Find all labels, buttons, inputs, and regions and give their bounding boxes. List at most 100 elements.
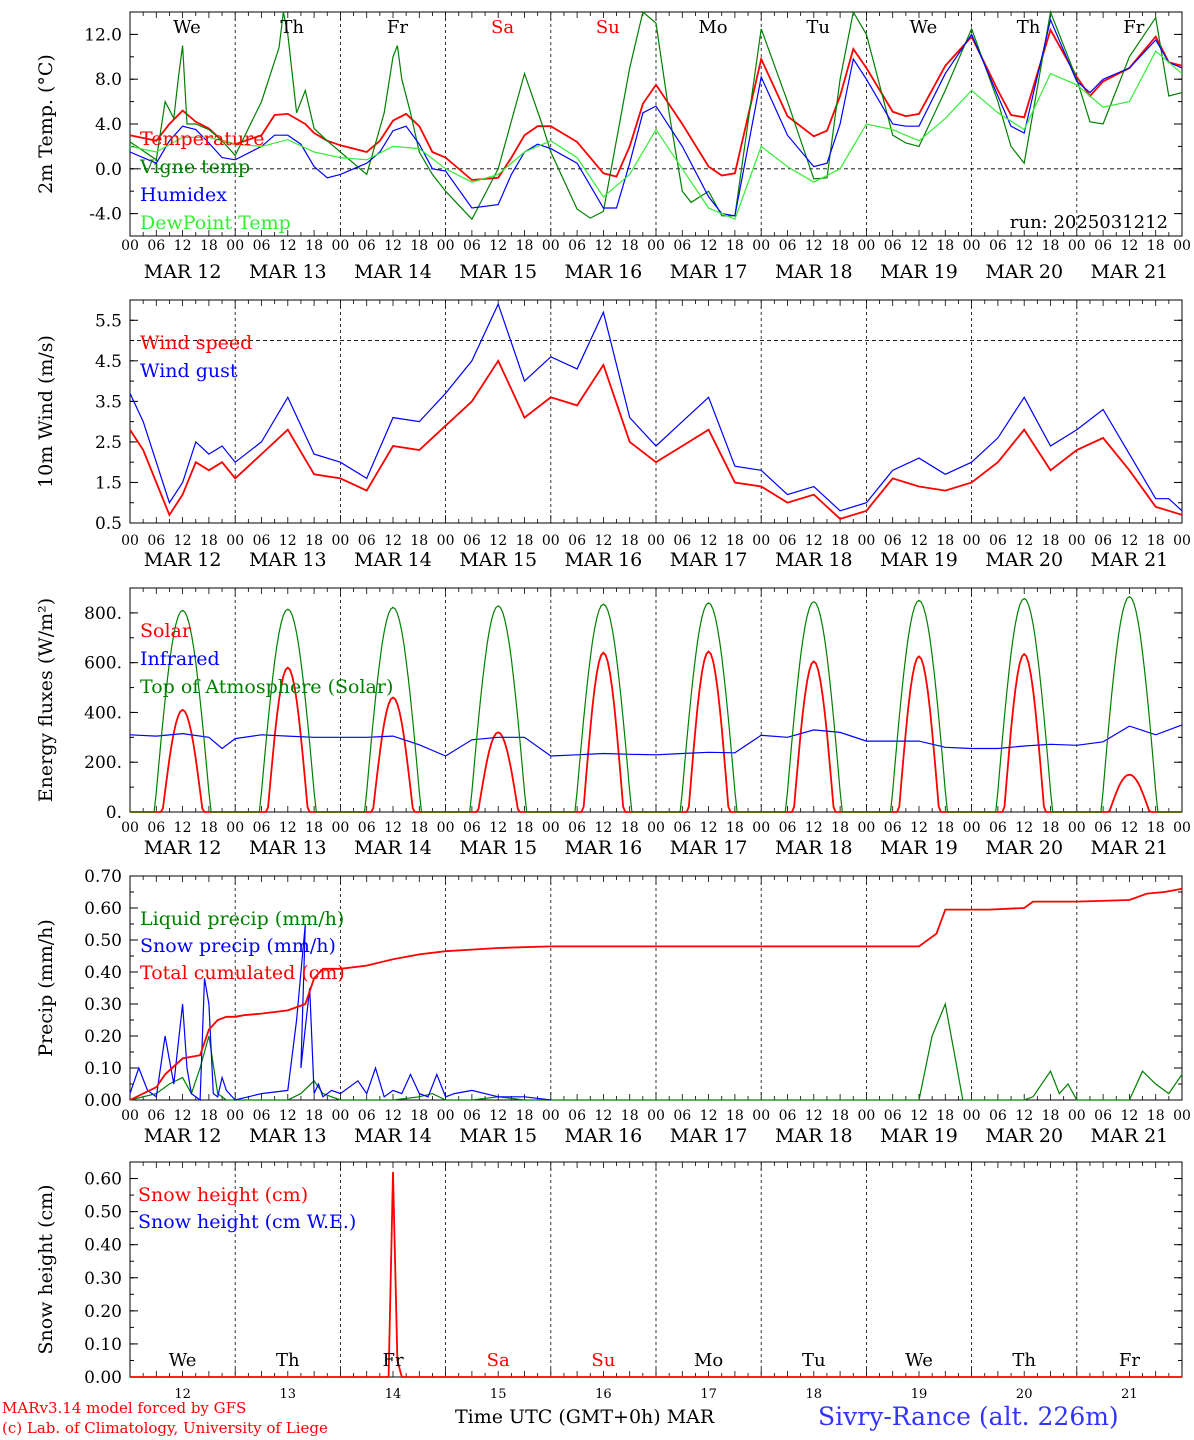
hour-tick-label: 06 (989, 238, 1007, 254)
hour-tick-label: 12 (805, 533, 823, 549)
hour-tick-label: 00 (542, 238, 560, 254)
hour-tick-label: 12 (594, 533, 612, 549)
hour-tick-label: 12 (1120, 1108, 1138, 1124)
hour-tick-label: 00 (542, 1108, 560, 1124)
weekday-label: Th (1017, 17, 1041, 38)
hour-tick-label: 12 (279, 820, 297, 836)
panel-4: 0.00 0.10 0.20 0.30 0.40 0.50 0.60 0.70 Precip (… (35, 867, 1191, 1147)
hour-tick-label: 12 (1120, 820, 1138, 836)
y-tick-label: 12.0 (84, 25, 122, 45)
hour-tick-label: 12 (594, 1108, 612, 1124)
hour-tick-label: 06 (568, 533, 586, 549)
weekday-label: We (905, 1350, 933, 1371)
hour-tick-label: 00 (121, 238, 139, 254)
date-label: MAR 21 (1091, 837, 1169, 859)
hour-tick-label: 18 (831, 533, 849, 549)
hour-tick-label: 00 (857, 533, 875, 549)
hour-tick-label: 00 (857, 1108, 875, 1124)
hour-tick-label: 00 (752, 533, 770, 549)
weekday-label: Fr (1123, 17, 1144, 38)
hour-tick-label: 00 (226, 533, 244, 549)
hour-tick-label: 12 (174, 533, 192, 549)
hour-tick-label: 00 (226, 820, 244, 836)
hour-tick-label: 12 (700, 1108, 718, 1124)
y-tick-label: 0.00 (84, 1091, 122, 1111)
hour-tick-label: 12 (174, 238, 192, 254)
hour-tick-label: 00 (963, 1108, 981, 1124)
hour-tick-label: 00 (647, 1108, 665, 1124)
series-line-snow-precip-mm-h- (129, 923, 551, 1102)
hour-tick-label: 06 (884, 1108, 902, 1124)
hour-tick-label: 06 (1094, 533, 1112, 549)
hour-tick-label: 18 (305, 820, 323, 836)
y-tick-label: 0.10 (84, 1059, 122, 1079)
hour-tick-label: 00 (1068, 1108, 1086, 1124)
y-axis-label: 10m Wind (m/s) (35, 335, 57, 488)
y-tick-label: 400. (84, 703, 122, 723)
date-label: MAR 16 (565, 261, 643, 283)
legend-entry: Liquid precip (mm/h) (140, 908, 344, 930)
weekday-label: Th (1012, 1350, 1036, 1371)
y-tick-label: 0.20 (84, 1302, 122, 1322)
hour-tick-label: 00 (331, 238, 349, 254)
hour-tick-label: 12 (279, 238, 297, 254)
hour-tick-label: 06 (673, 533, 691, 549)
hour-tick-label: 06 (147, 1108, 165, 1124)
hour-tick-label: 00 (1173, 1108, 1191, 1124)
y-tick-label: 0.30 (84, 1269, 122, 1289)
hour-tick-label: 18 (516, 1108, 534, 1124)
y-axis-label: Snow height (cm) (35, 1184, 57, 1354)
hour-tick-label: 18 (621, 1108, 639, 1124)
hour-tick-label: 00 (963, 820, 981, 836)
hour-tick-label: 12 (805, 1108, 823, 1124)
weekday-label: Fr (382, 1350, 403, 1371)
series-line-wind-speed (129, 358, 1183, 520)
date-label: MAR 20 (985, 261, 1063, 283)
plot-frame (129, 11, 1183, 237)
hour-tick-label: 18 (516, 820, 534, 836)
hour-tick-label: 12 (384, 533, 402, 549)
day-number-label: 19 (911, 1387, 928, 1402)
date-label: MAR 19 (880, 261, 958, 283)
date-label: MAR 13 (249, 1125, 327, 1147)
y-tick-label: 0.10 (84, 1335, 122, 1355)
date-label: MAR 18 (775, 1125, 853, 1147)
hour-tick-label: 18 (1042, 533, 1060, 549)
date-label: MAR 12 (144, 1125, 222, 1147)
hour-tick-label: 06 (147, 820, 165, 836)
legend-entry: Vigne temp (139, 156, 250, 178)
hour-tick-label: 12 (1120, 238, 1138, 254)
weekday-label: Mo (698, 17, 727, 38)
hour-tick-label: 18 (305, 533, 323, 549)
date-label: MAR 17 (670, 261, 748, 283)
date-label: MAR 16 (565, 837, 643, 859)
hour-tick-label: 12 (700, 533, 718, 549)
date-label: MAR 15 (459, 549, 537, 571)
date-label: MAR 19 (880, 1125, 958, 1147)
y-tick-label: 2.5 (95, 433, 122, 453)
hour-tick-label: 18 (200, 820, 218, 836)
y-tick-label: 0.30 (84, 995, 122, 1015)
hour-tick-label: 06 (884, 238, 902, 254)
hour-tick-label: 12 (910, 238, 928, 254)
hour-tick-label: 18 (936, 533, 954, 549)
hour-tick-label: 06 (673, 1108, 691, 1124)
lab-credit: (c) Lab. of Climatology, University of L… (2, 1419, 328, 1437)
series-line-infrared (129, 724, 1183, 757)
hour-tick-label: 12 (489, 533, 507, 549)
date-label: MAR 18 (775, 261, 853, 283)
hour-tick-label: 06 (358, 533, 376, 549)
hour-tick-label: 06 (989, 533, 1007, 549)
hour-tick-label: 06 (989, 1108, 1007, 1124)
hour-tick-label: 00 (1173, 533, 1191, 549)
y-tick-label: 1.5 (95, 473, 122, 493)
hour-tick-label: 18 (200, 238, 218, 254)
hour-tick-label: 18 (1147, 238, 1165, 254)
y-tick-label: 4.5 (95, 352, 122, 372)
y-tick-label: 0. (106, 803, 122, 823)
weekday-label: Fr (387, 17, 408, 38)
hour-tick-label: 18 (726, 533, 744, 549)
weekday-label: We (173, 17, 201, 38)
panel-2: 0.5 1.5 2.5 3.5 4.5 5.5 10m Wind (m/s) 00 06 12 18… (35, 299, 1191, 571)
hour-tick-label: 18 (936, 820, 954, 836)
